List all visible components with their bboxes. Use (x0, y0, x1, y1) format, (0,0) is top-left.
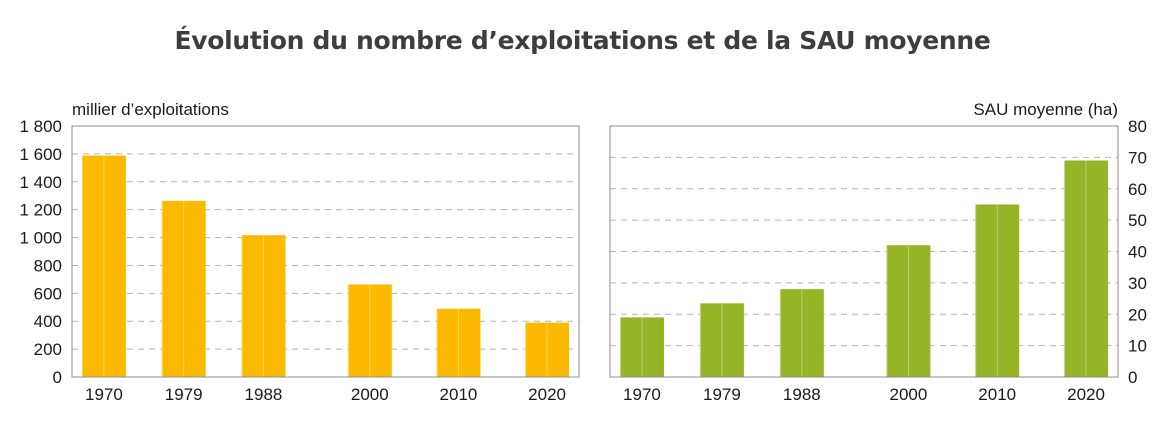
chart-title: Évolution du nombre d’exploitations et d… (174, 26, 991, 55)
x-tick-label: 1970 (85, 385, 123, 404)
bar-2000 (886, 245, 931, 377)
bar-2010 (975, 204, 1020, 377)
y-tick-label: 800 (34, 256, 62, 275)
x-tick-label: 2020 (528, 385, 566, 404)
y-tick-label: 200 (34, 340, 62, 359)
x-tick-label: 1979 (703, 385, 741, 404)
y-tick-label: 50 (1128, 211, 1147, 230)
y-tick-label: 80 (1128, 117, 1147, 136)
x-tick-label: 1988 (245, 385, 283, 404)
y-tick-label: 1 600 (19, 145, 62, 164)
x-tick-label: 1988 (783, 385, 821, 404)
x-tick-label: 2020 (1067, 385, 1105, 404)
y-tick-label: 40 (1128, 243, 1147, 262)
plot-frame (71, 125, 580, 378)
bar-1970 (81, 155, 126, 377)
panel-sau-moyenne: 0 10 20 30 40 50 60 70 80 1970 1979 1988 2000 2010 202… (609, 100, 1147, 404)
bar-1970 (619, 317, 664, 377)
bar-1979 (161, 200, 206, 377)
bar-1979 (699, 303, 744, 377)
y-axis-label: SAU moyenne (ha) (973, 100, 1118, 119)
x-tick-label: 2000 (351, 385, 389, 404)
plot-frame (609, 125, 1119, 378)
y-tick-label: 20 (1128, 305, 1147, 324)
y-tick-label: 1 200 (19, 201, 62, 220)
y-tick-label: 30 (1128, 274, 1147, 293)
bar-1988 (241, 235, 286, 377)
bar-2000 (347, 284, 392, 377)
x-tick-label: 1970 (623, 385, 661, 404)
y-tick-label: 1 800 (19, 117, 62, 136)
x-tick-label: 2000 (889, 385, 927, 404)
panel-exploitations: 0 200 400 600 800 1 000 1 200 1 400 1 600 1 800 19… (19, 100, 580, 404)
bar-2010 (436, 308, 481, 377)
y-tick-label: 0 (53, 368, 62, 387)
bar-1988 (779, 289, 824, 377)
y-tick-label: 600 (34, 284, 62, 303)
x-tick-label: 2010 (978, 385, 1016, 404)
y-tick-label: 1 400 (19, 173, 62, 192)
y-axis-label: millier d’exploitations (72, 100, 229, 119)
y-tick-label: 60 (1128, 180, 1147, 199)
y-tick-label: 10 (1128, 337, 1147, 356)
y-tick-label: 1 000 (19, 229, 62, 248)
bar-2020 (525, 322, 570, 377)
y-tick-label: 70 (1128, 148, 1147, 167)
x-tick-label: 2010 (440, 385, 478, 404)
y-tick-label: 0 (1128, 368, 1137, 387)
bar-2020 (1064, 160, 1109, 377)
x-tick-label: 1979 (165, 385, 203, 404)
y-tick-label: 400 (34, 312, 62, 331)
